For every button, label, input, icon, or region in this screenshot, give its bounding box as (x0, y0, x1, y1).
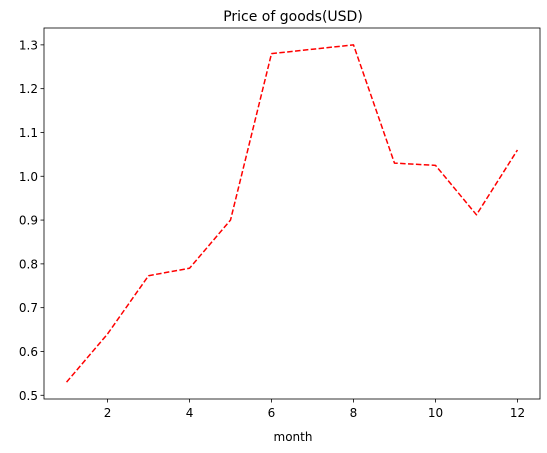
y-tick-label: 0.8 (19, 257, 38, 271)
x-axis-title: month (274, 430, 313, 444)
y-tick-label: 0.7 (19, 301, 38, 315)
y-tick-label: 0.9 (19, 214, 38, 228)
x-tick-label: 2 (104, 406, 112, 420)
plot-frame (43, 27, 541, 400)
y-tick-label: 0.5 (19, 389, 38, 403)
y-tick-label: 1.0 (19, 170, 38, 184)
chart-title: Price of goods(USD) (223, 9, 363, 25)
y-tick-label: 1.1 (19, 126, 38, 140)
x-tick-label: 8 (350, 406, 358, 420)
y-tick-label: 1.2 (19, 82, 38, 96)
x-tick-label: 12 (510, 406, 525, 420)
x-tick-label: 10 (428, 406, 443, 420)
plot-area: 2 4 6 8 10 12 0.5 0.6 0.7 0.8 0.9 1.0 1.1 1.2 1.3 (19, 27, 541, 420)
x-tick-label: 6 (268, 406, 276, 420)
y-tick-label: 1.3 (19, 38, 38, 52)
x-tick-label: 4 (186, 406, 194, 420)
series-line-0 (65, 44, 519, 383)
y-tick-label: 0.6 (19, 345, 38, 359)
